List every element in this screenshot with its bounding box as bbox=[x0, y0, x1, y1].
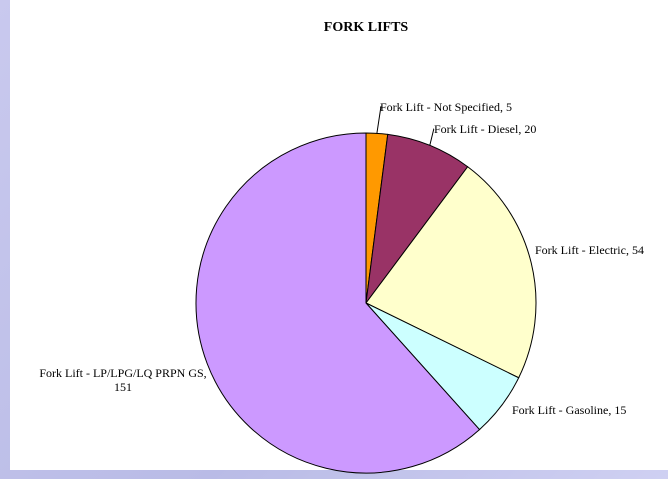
data-label: Fork Lift - Electric, 54 bbox=[535, 243, 644, 257]
data-label: Fork Lift - Gasoline, 15 bbox=[512, 403, 627, 417]
leader-line bbox=[376, 106, 382, 134]
leader-line bbox=[429, 128, 435, 146]
data-label: Fork Lift - Diesel, 20 bbox=[434, 122, 537, 136]
data-label: Fork Lift - LP/LPG/LQ PRPN GS, 151 bbox=[39, 366, 207, 394]
pie-slice bbox=[365, 166, 537, 379]
pie-slice bbox=[195, 132, 481, 474]
pie-slice bbox=[365, 133, 469, 305]
chart-title: FORK LIFTS bbox=[324, 20, 409, 35]
data-label: Fork Lift - Not Specified, 5 bbox=[380, 100, 512, 114]
